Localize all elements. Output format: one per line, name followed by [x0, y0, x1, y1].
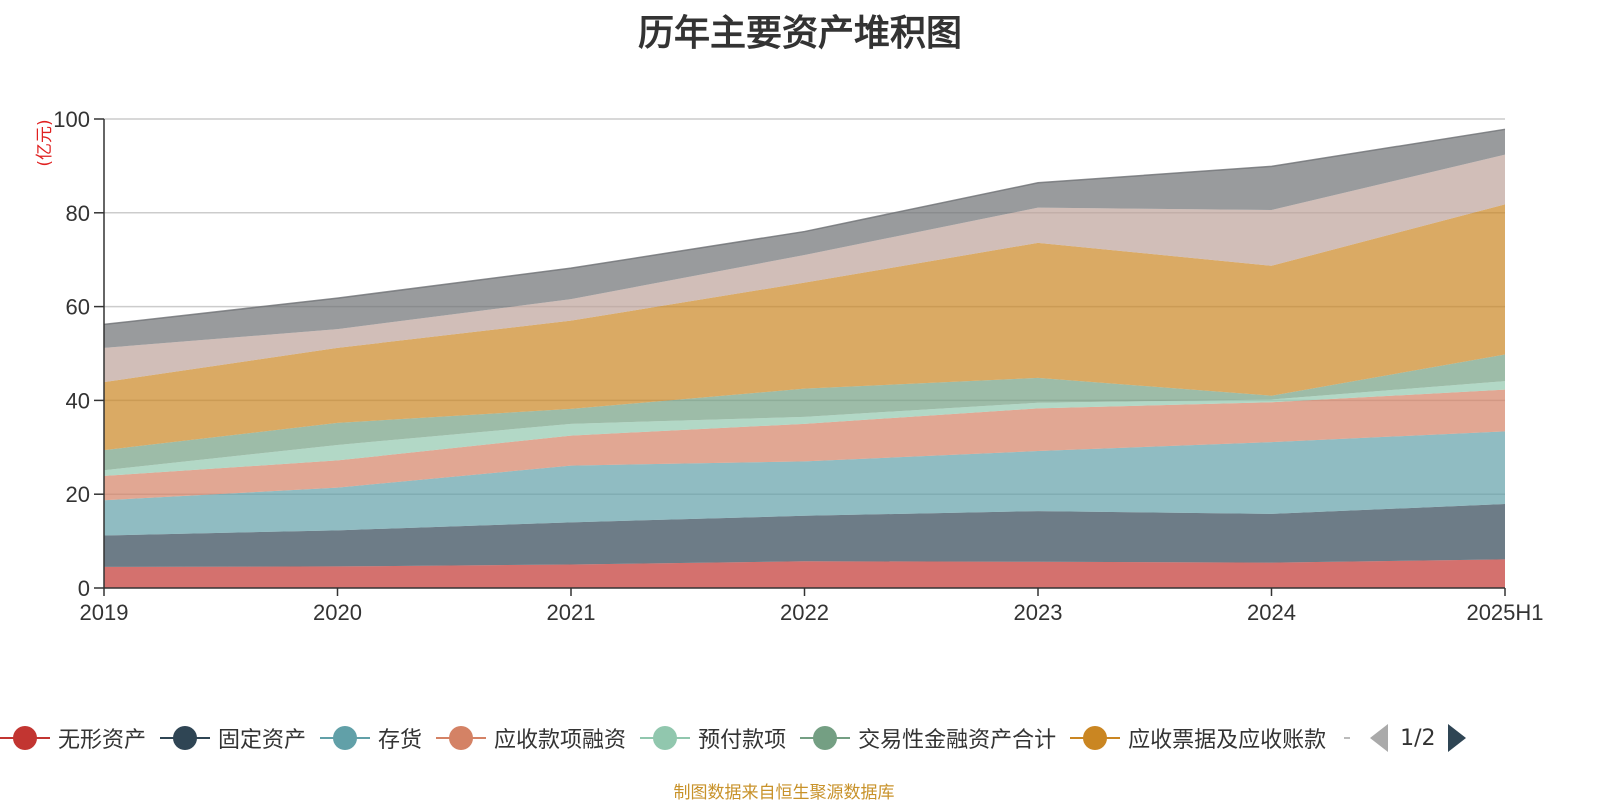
y-axis-unit-label: (亿元): [35, 119, 55, 166]
legend-page-text: 1/2: [1400, 725, 1436, 751]
x-tick-label-4: 2023: [1014, 600, 1063, 625]
y-tick-label-20: 20: [66, 482, 90, 507]
legend: 无形资产 固定资产 存货 应收款项融资 预付款项 交易性金融资产合计 应收票据及应收账款 1…: [0, 718, 1600, 758]
legend-label: 应收款项融资: [494, 728, 627, 753]
legend-item-4[interactable]: 预付款项: [640, 722, 786, 754]
legend-item-1[interactable]: 固定资产: [160, 722, 306, 754]
x-tick-label-0: 2019: [80, 600, 129, 625]
legend-item-6[interactable]: 应收票据及应收账款: [1070, 722, 1326, 754]
legend-marker-icon: [640, 725, 691, 751]
x-tick-label-5: 2024: [1247, 600, 1296, 625]
area-series-2: [104, 431, 1505, 536]
legend-prev-page-icon[interactable]: [1370, 724, 1389, 752]
legend-marker-icon: [320, 725, 371, 751]
legend-marker-icon: [800, 725, 851, 751]
chart-title: 历年主要资产堆积图: [637, 13, 962, 54]
legend-next-page-icon[interactable]: [1447, 724, 1466, 752]
legend-item-2[interactable]: 存货: [320, 722, 422, 754]
legend-marker-icon: [1070, 725, 1121, 751]
area-series-6: [104, 204, 1505, 451]
legend-label: 交易性金融资产合计: [858, 728, 1057, 753]
legend-label: 存货: [378, 728, 423, 753]
legend-more-indicator: [1344, 737, 1351, 739]
legend-item-0[interactable]: 无形资产: [0, 722, 146, 754]
legend-label: 应收票据及应收账款: [1128, 728, 1327, 753]
legend-marker-icon: [0, 725, 50, 751]
area-series-1: [104, 504, 1505, 567]
area-series-3: [104, 389, 1505, 501]
area-series-8: [104, 129, 1505, 348]
legend-pager: 1/2: [1370, 724, 1466, 752]
area-series-0: [104, 559, 1505, 588]
x-tick-label-6: 2025H1: [1466, 600, 1543, 625]
legend-item-3[interactable]: 应收款项融资: [436, 722, 626, 754]
y-tick-label-80: 80: [66, 201, 90, 226]
legend-marker-icon: [436, 725, 487, 751]
x-tick-label-3: 2022: [780, 600, 829, 625]
y-tick-label-0: 0: [78, 576, 90, 601]
source-note: 制图数据来自恒生聚源数据库: [673, 783, 895, 803]
legend-label: 预付款项: [698, 728, 787, 753]
area-series-4: [104, 381, 1505, 476]
y-tick-label-40: 40: [66, 388, 90, 413]
legend-item-5[interactable]: 交易性金融资产合计: [800, 722, 1056, 754]
x-tick-label-1: 2020: [313, 600, 362, 625]
legend-label: 固定资产: [218, 728, 307, 753]
y-tick-label-100: 100: [53, 107, 90, 132]
y-tick-label-60: 60: [66, 295, 90, 320]
stacked-area-chart: 0 20 40 60 80 100 2019 2020 2021 2022 2023 2024 2025…: [35, 107, 1544, 625]
area-series-7: [104, 154, 1505, 383]
legend-label: 无形资产: [58, 728, 147, 753]
x-tick-label-2: 2021: [547, 600, 596, 625]
legend-items: 无形资产 固定资产 存货 应收款项融资 预付款项 交易性金融资产合计 应收票据及应收账款: [0, 722, 1340, 754]
legend-marker-icon: [160, 725, 211, 751]
area-top-outline: [103, 128, 1506, 326]
area-series-5: [104, 354, 1505, 471]
